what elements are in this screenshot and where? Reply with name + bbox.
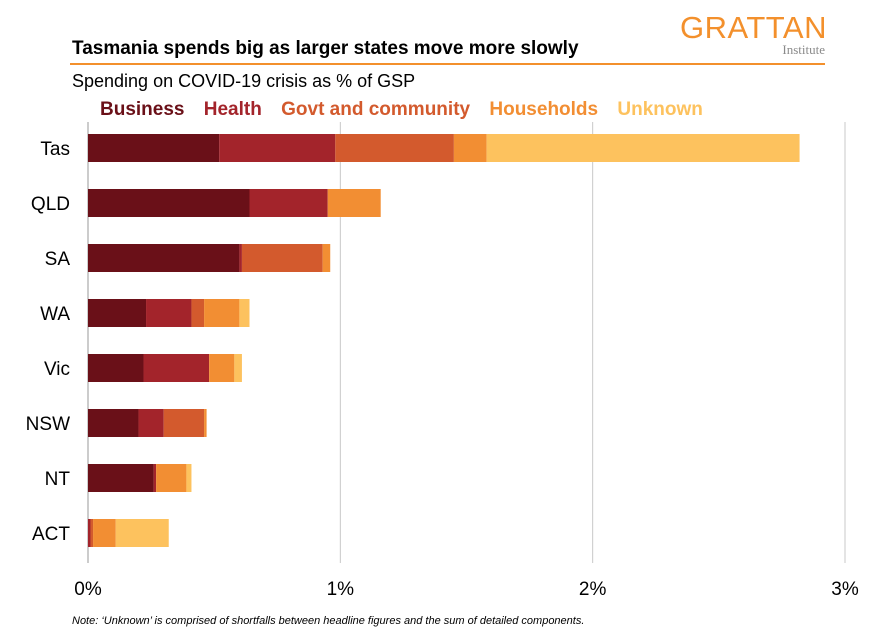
category-label-nsw: NSW: [26, 414, 70, 435]
bar-sa-health: [239, 244, 242, 272]
category-label-vic: Vic: [44, 359, 70, 380]
bar-tas-households: [453, 134, 487, 162]
bar-nsw-households: [204, 409, 207, 437]
bar-wa-govt-and-community: [191, 299, 205, 327]
legend-business: Business: [100, 99, 185, 120]
legend-unknown: Unknown: [617, 99, 703, 120]
category-label-nt: NT: [45, 469, 71, 490]
legend-households: Households: [489, 99, 599, 120]
bar-vic-health: [143, 354, 210, 382]
x-tick-label-0: 0%: [74, 579, 102, 600]
bar-sa-govt-and-community: [241, 244, 323, 272]
x-tick-label-1: 1%: [327, 579, 355, 600]
category-label-tas: Tas: [40, 139, 70, 160]
chart-note: Note: ‘Unknown’ is comprised of shortfal…: [72, 615, 585, 627]
bar-tas-govt-and-community: [335, 134, 454, 162]
bar-act-health: [88, 519, 91, 547]
chart-legend: Business Health Govt and community House…: [100, 99, 717, 121]
bar-nt-unknown: [186, 464, 192, 492]
logo-subtext: Institute: [782, 42, 825, 57]
bar-nsw-business: [88, 409, 139, 437]
bar-tas-health: [219, 134, 336, 162]
bar-vic-households: [209, 354, 235, 382]
category-label-wa: WA: [40, 304, 70, 325]
bar-sa-business: [88, 244, 240, 272]
bar-qld-health: [249, 189, 328, 217]
category-label-qld: QLD: [31, 194, 70, 215]
title-rule: [70, 63, 825, 65]
bar-nsw-health: [138, 409, 164, 437]
bar-qld-business: [88, 189, 250, 217]
bar-nt-households: [156, 464, 187, 492]
chart-title: Tasmania spends big as larger states mov…: [72, 38, 579, 59]
category-label-sa: SA: [45, 249, 71, 270]
bar-act-households: [93, 519, 116, 547]
bar-sa-households: [322, 244, 331, 272]
bar-wa-unknown: [239, 299, 250, 327]
legend-govt-community: Govt and community: [281, 99, 471, 120]
x-tick-label-2: 2%: [579, 579, 607, 600]
chart-subtitle: Spending on COVID-19 crisis as % of GSP: [72, 71, 416, 91]
bar-nsw-govt-and-community: [163, 409, 205, 437]
bar-qld-households: [327, 189, 381, 217]
bar-wa-health: [146, 299, 192, 327]
bar-tas-unknown: [486, 134, 800, 162]
bar-vic-unknown: [234, 354, 242, 382]
bar-wa-households: [204, 299, 240, 327]
logo-wordmark: GRATTAN: [679, 10, 827, 45]
grattan-logo: GRATTAN Institute: [680, 12, 827, 58]
category-label-act: ACT: [32, 524, 70, 545]
x-tick-label-3: 3%: [831, 579, 859, 600]
bar-wa-business: [88, 299, 147, 327]
bar-nt-business: [88, 464, 154, 492]
bar-act-govt-and-community: [90, 519, 94, 547]
bar-tas-business: [88, 134, 220, 162]
legend-health: Health: [203, 99, 262, 120]
bar-nt-health: [153, 464, 157, 492]
bar-vic-business: [88, 354, 144, 382]
bar-act-unknown: [115, 519, 169, 547]
